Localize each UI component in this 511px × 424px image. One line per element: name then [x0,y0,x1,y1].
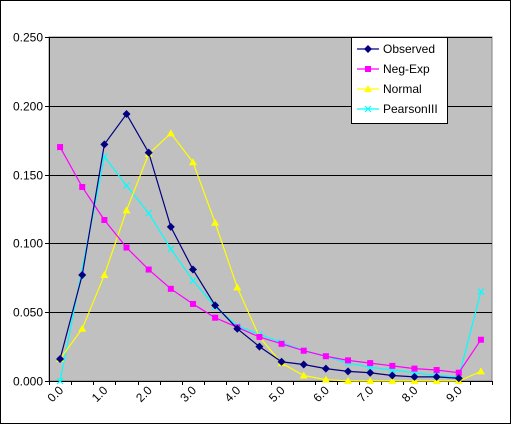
legend-label: Observed [383,42,435,56]
data-point [145,266,152,273]
data-point [388,371,397,380]
data-point [432,372,441,381]
data-point [233,324,242,333]
data-point [167,245,175,253]
y-tick-label: 0.000 [13,375,43,389]
series-line [59,132,482,382]
data-point [255,342,264,351]
data-point [57,144,64,151]
x-tick-label: 7.0 [355,383,377,405]
legend-marker [364,45,372,53]
data-point [477,288,485,295]
series-group [56,110,485,385]
data-point [410,372,419,381]
data-point [344,377,353,384]
data-point [212,314,219,321]
data-point [366,377,375,384]
series-line [59,146,482,374]
data-point [145,209,153,217]
data-point [123,244,130,251]
data-point [166,129,175,137]
data-point [345,357,352,364]
data-point [188,158,197,166]
legend-entry: Neg-Exp [357,62,430,76]
data-point [278,340,285,347]
data-point [366,368,375,377]
data-point [476,367,485,375]
x-tick-label: 2.0 [133,383,155,405]
data-point [455,369,462,376]
data-point [189,277,197,284]
legend-entry: Observed [357,42,435,56]
legend-marker [365,66,371,72]
data-point [123,182,130,190]
data-point [56,354,65,363]
legend-label: Neg-Exp [383,62,430,76]
x-tick-label: 8.0 [399,383,421,405]
data-point [389,362,396,369]
y-tick-label: 0.050 [13,306,43,320]
x-tick-label: 9.0 [443,383,465,405]
data-point [122,206,131,214]
data-point [188,265,197,274]
data-point [411,365,418,372]
data-point [321,364,330,373]
y-tick-label: 0.150 [13,169,43,183]
x-tick-label: 1.0 [89,383,111,405]
data-point [100,140,109,149]
legend-entry: PearsonIII [357,102,438,116]
series-neg-exp [57,144,484,376]
data-point [78,271,87,280]
x-tick-label: 5.0 [266,383,288,405]
x-tick-label: 6.0 [310,383,332,405]
legend-entry: Normal [357,82,422,96]
data-point [477,336,484,343]
legend-marker [364,85,372,92]
data-point [100,271,109,279]
data-point [211,218,220,226]
x-tick-label: 4.0 [222,383,244,405]
data-point [166,222,175,231]
data-point [300,347,307,354]
data-point [299,371,308,379]
series-observed [56,110,463,383]
data-point [79,183,86,190]
data-point [256,333,263,340]
data-point [78,324,87,332]
data-point [189,300,196,307]
y-tick-label: 0.250 [13,31,43,45]
data-point [122,110,131,119]
data-point [167,285,174,292]
data-point [101,217,108,224]
y-tick-label: 0.100 [13,237,43,251]
legend: Observed Neg-Exp Normal PearsonIII [351,37,448,124]
data-point [321,375,330,383]
data-point [322,353,329,360]
data-point [367,360,374,367]
legend-label: PearsonIII [383,102,438,116]
data-point [211,301,220,310]
y-tick-label: 0.200 [13,100,43,114]
data-point [277,357,286,366]
legend-label: Normal [383,82,422,96]
data-point [233,283,242,291]
data-point [454,374,463,383]
data-point [344,367,353,376]
data-point [299,360,308,369]
data-point [388,377,397,384]
legend-marker [364,105,372,113]
data-point [144,148,153,157]
data-point [56,377,64,385]
data-point [433,366,440,373]
x-tick-label: 3.0 [177,383,199,405]
x-tick-label: 0.0 [44,383,66,405]
